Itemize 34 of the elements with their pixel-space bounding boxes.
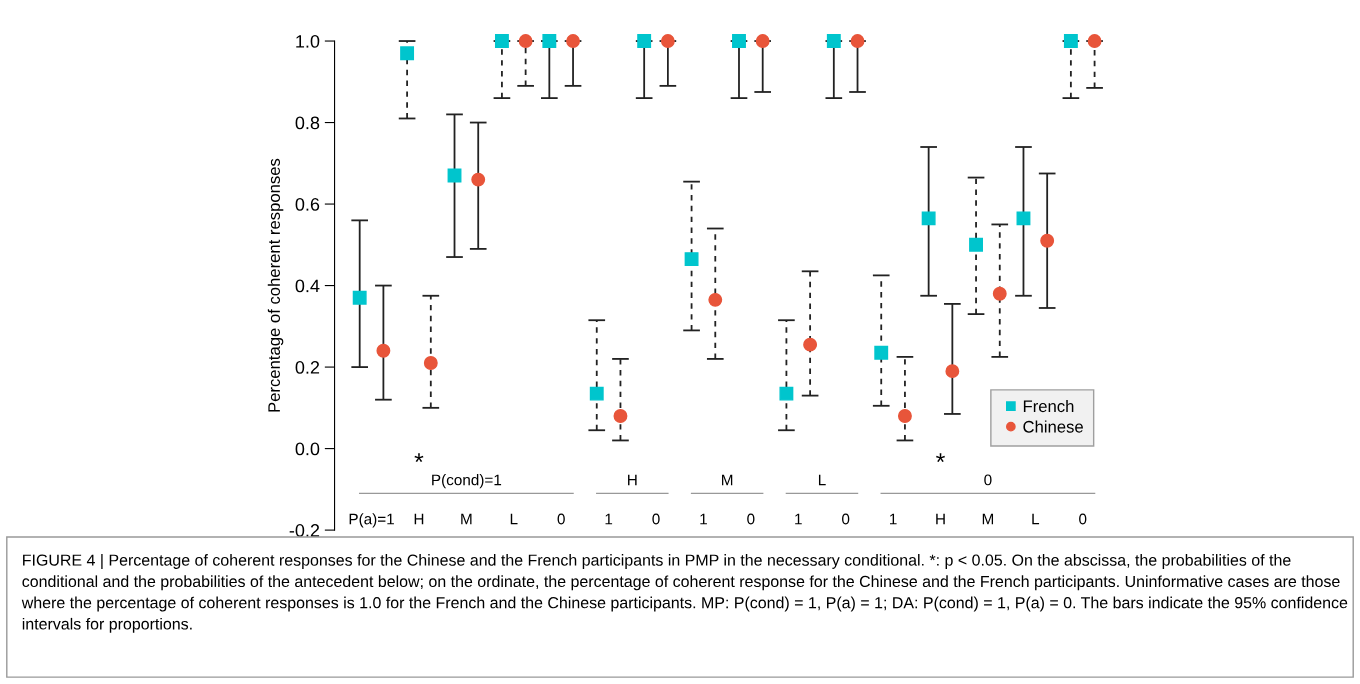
y-tick-label: 1.0 [296, 34, 320, 48]
x-tick-label: L [1032, 513, 1040, 525]
annotation: L [818, 474, 826, 486]
y-tick-label: 0.4 [295, 279, 320, 293]
caption: FIGURE 4 | Percentage of coherent responses for the Chinese and the French participants in PMP in the necessary conditional. *: p < 0.05. On the abscissa, the probabilities of the conditional and the probabilities of the antecedent below; on the ordinate, the percentage of coherent response for the Chinese and the French participants. Uninformative cases are those where the percentage of coherent responses is 1.0 for the French and the Chinese participants. MP: P(cond) = 1, P(a) = 1; DA: P(cond) = 1, P(a) = 0. The bars indicate the 95% confidence intervals for proportions. [21, 554, 1348, 633]
x-tick-label: H [414, 513, 424, 525]
x-tick-label: L [510, 513, 518, 525]
y-tick-label: 0.0 [295, 442, 320, 456]
annotation: P(cond)=1 [432, 474, 502, 489]
annotation: M [722, 474, 733, 486]
annotation: * [414, 453, 424, 463]
y-tick-label: 0.8 [295, 116, 320, 130]
annotation: * [936, 453, 945, 463]
x-tick-label: P(a)=1 [349, 513, 394, 528]
legend-label: French [1023, 399, 1074, 413]
y-tick-label: 0.6 [295, 197, 320, 211]
x-tick-label: 1 [605, 513, 613, 525]
x-tick-label: M [982, 513, 994, 525]
y-axis-title: Percentage of coherent responses [267, 158, 284, 412]
x-tick-label: H [936, 513, 945, 525]
x-tick-label: 1 [795, 513, 802, 525]
y-tick-label: 0.2 [295, 361, 320, 374]
x-tick-label: 0 [652, 513, 660, 525]
x-tick-label: 1 [700, 513, 707, 525]
x-tick-label: 0 [747, 513, 755, 525]
annotation: 0 [984, 474, 992, 486]
annotation: H [628, 474, 637, 486]
x-tick-label: 0 [557, 513, 565, 525]
y-tick-label: -0.2 [289, 524, 320, 537]
x-tick-label: 0 [1079, 513, 1087, 525]
x-tick-label: 0 [842, 513, 850, 525]
x-tick-label: M [461, 513, 472, 525]
x-tick-label: 1 [890, 513, 897, 525]
legend-label: Chinese [1023, 420, 1083, 433]
